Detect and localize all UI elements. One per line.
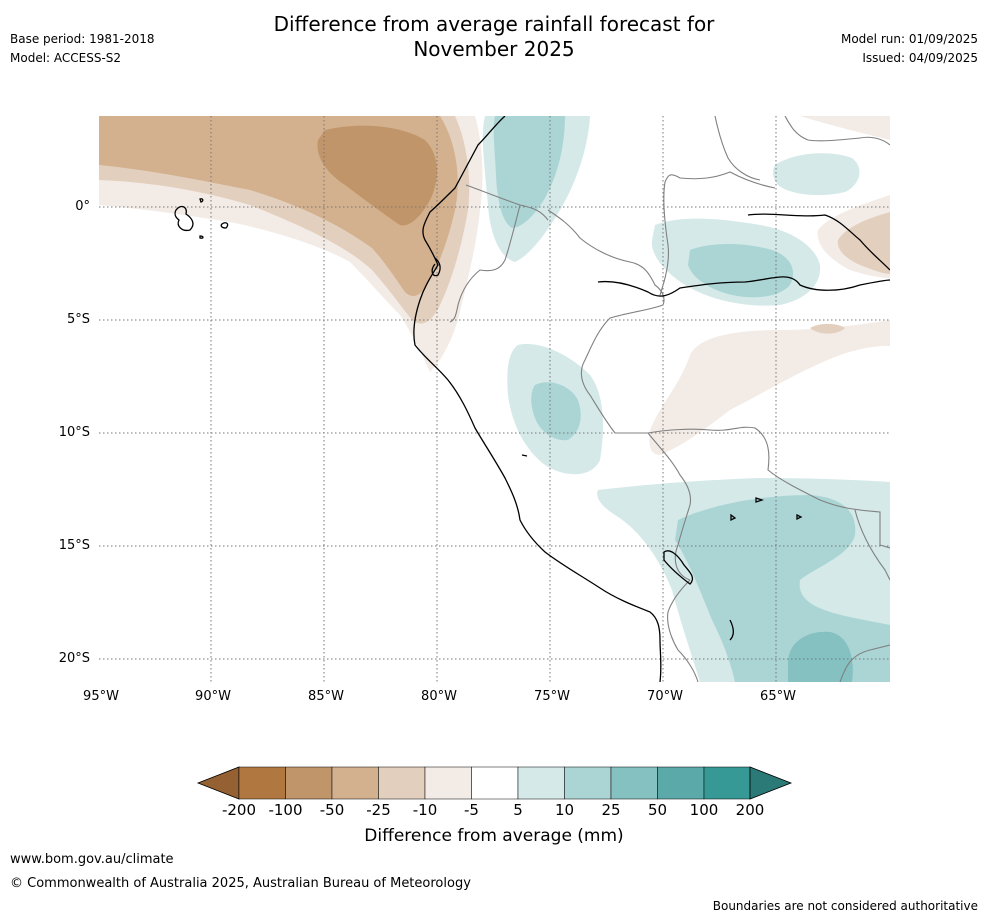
footer-copyright: © Commonwealth of Australia 2025, Austra… <box>10 876 471 891</box>
colorbar-label: 50 <box>647 801 668 819</box>
meta-left: Base period: 1981-2018 Model: ACCESS-S2 <box>10 30 155 68</box>
colorbar-label: -100 <box>268 801 303 819</box>
model-run: Model run: 01/09/2025 <box>840 32 978 46</box>
colorbar-bin-5 <box>424 766 472 800</box>
footer-note: Boundaries are not considered authoritat… <box>712 899 978 913</box>
colorbar-label: 10 <box>554 801 575 819</box>
model-name: Model: ACCESS-S2 <box>10 51 122 65</box>
lon-label-80w: 80°W <box>421 689 457 704</box>
colorbar-bin-3 <box>331 766 379 800</box>
colorbar-bin-6 <box>471 766 519 800</box>
lon-label-90w: 90°W <box>195 689 231 704</box>
colorbar-bin-8 <box>564 766 612 800</box>
colorbar-bin-2 <box>285 766 333 800</box>
colorbar-label: 5 <box>513 801 523 819</box>
colorbar-label: -200 <box>221 801 257 819</box>
dry-faint-ne <box>800 116 890 140</box>
title-line-1: Difference from average rainfall forecas… <box>273 12 715 36</box>
title-line-2: November 2025 <box>413 37 575 61</box>
lon-label-70w: 70°W <box>647 689 683 704</box>
wet-faint-ne <box>773 153 860 196</box>
colorbar-extend-low <box>196 766 240 800</box>
rainfall-anomaly-map <box>99 116 890 682</box>
colorbar-label: 25 <box>601 801 621 819</box>
colorbar-bin-7 <box>517 766 565 800</box>
colorbar-bin-11 <box>703 766 751 800</box>
colorbar-label: 200 <box>735 801 765 819</box>
country-borders <box>449 116 890 682</box>
dry-light-east-upper <box>837 212 890 274</box>
lat-label-10s: 10°S <box>58 425 90 440</box>
dry-faint-east <box>649 320 890 455</box>
lat-label-15s: 15°S <box>58 538 90 553</box>
coastline <box>174 116 890 682</box>
colorbar-title: Difference from average (mm) <box>364 826 624 846</box>
lat-label-5s: 5°S <box>66 312 90 327</box>
lon-label-85w: 85°W <box>308 689 344 704</box>
lon-label-65w: 65°W <box>760 689 796 704</box>
colorbar-label: -25 <box>366 801 391 819</box>
wet-light-peru <box>531 382 581 441</box>
colorbar-bin-10 <box>657 766 705 800</box>
colorbar-bin-4 <box>378 766 426 800</box>
wet-light-north <box>493 116 565 228</box>
colorbar-label: -5 <box>464 801 479 819</box>
dry-strong-region <box>317 125 437 226</box>
colorbar-bin-1 <box>238 766 286 800</box>
page-title: Difference from average rainfall forecas… <box>0 12 988 62</box>
colorbar-label: -10 <box>412 801 438 819</box>
lon-label-95w: 95°W <box>83 689 119 704</box>
base-period: Base period: 1981-2018 <box>10 32 155 46</box>
lon-label-75w: 75°W <box>534 689 570 704</box>
wet-mid-bolivia <box>788 631 853 682</box>
issued-date: Issued: 04/09/2025 <box>862 51 978 65</box>
meta-right: Model run: 01/09/2025 Issued: 04/09/2025 <box>841 30 978 68</box>
colorbar-label: -50 <box>319 801 345 819</box>
footer-url: www.bom.gov.au/climate <box>10 852 174 867</box>
dry-faint-spot <box>810 323 845 334</box>
lat-label-20s: 20°S <box>58 651 90 666</box>
colorbar-label: 100 <box>689 801 719 819</box>
lat-label-0: 0° <box>75 199 90 214</box>
colorbar-extend-high <box>749 766 793 800</box>
colorbar-bin-9 <box>610 766 658 800</box>
colorbar <box>195 766 795 802</box>
